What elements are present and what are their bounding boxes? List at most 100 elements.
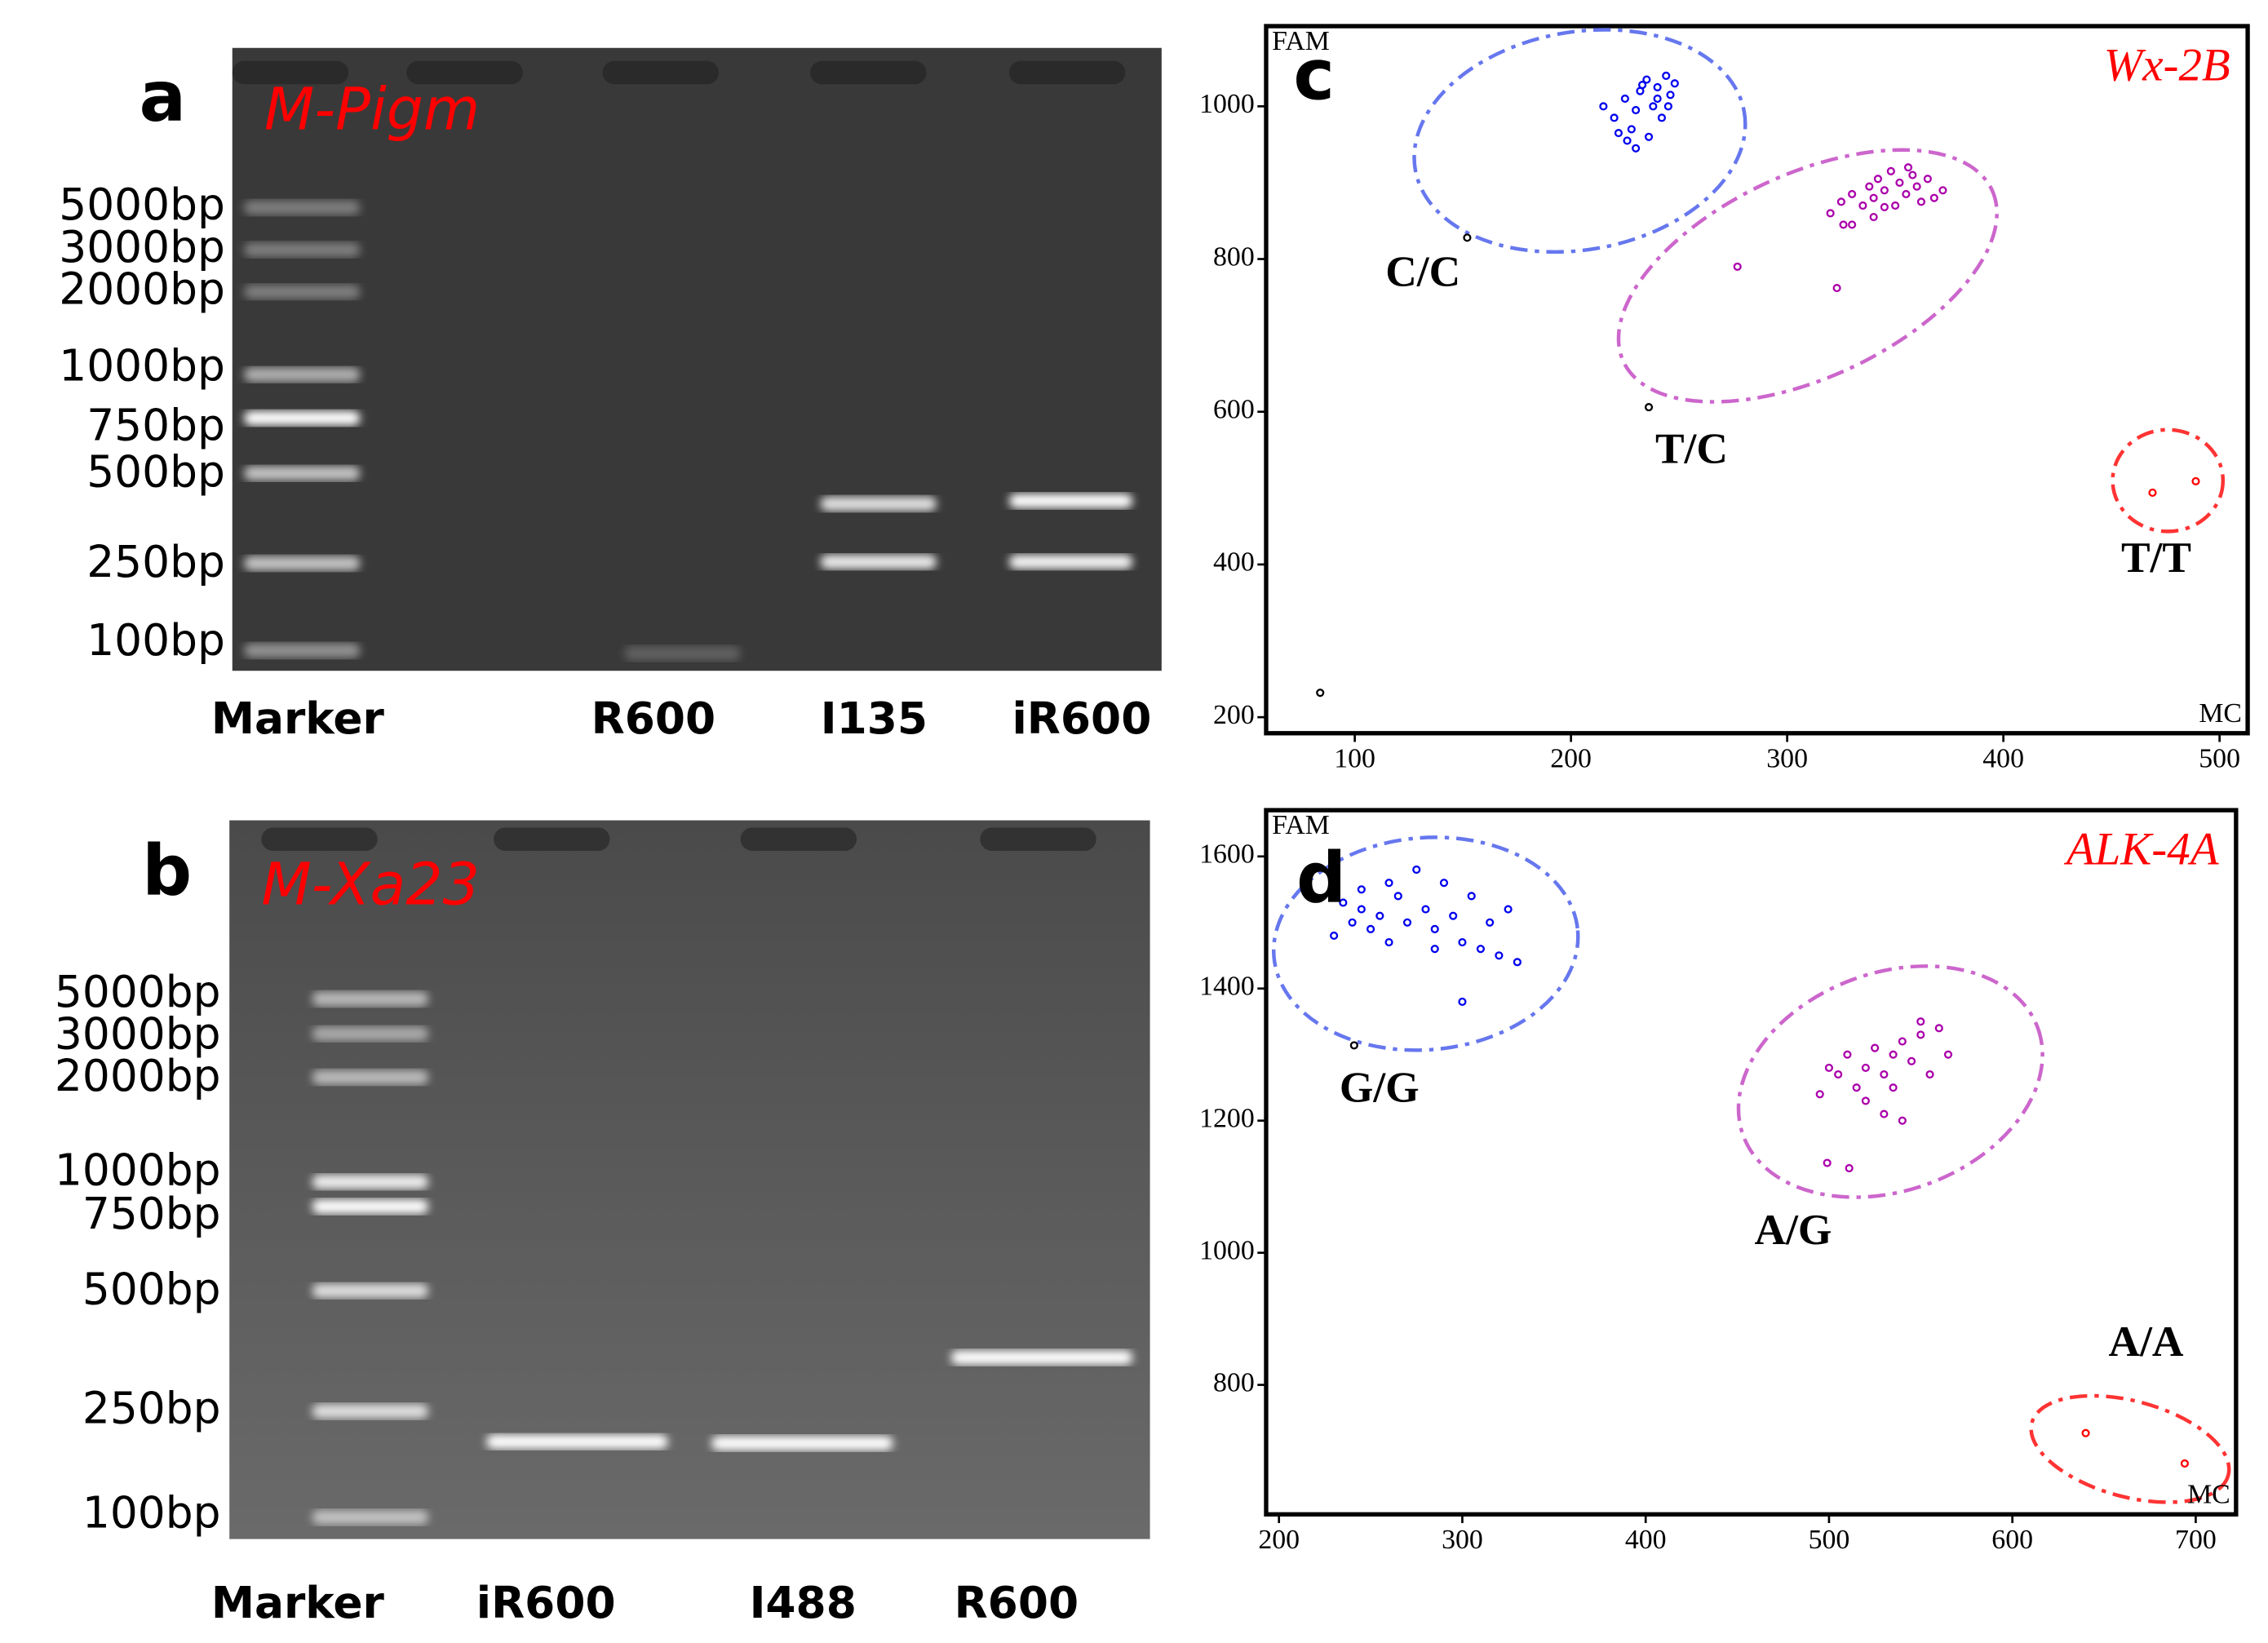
data-point [1865,182,1874,191]
data-point [1384,937,1393,947]
data-point [1467,892,1476,901]
ladder-label: 3000bp [55,1008,221,1059]
data-point [1366,924,1375,933]
data-point [1439,879,1449,888]
data-point [1495,951,1504,960]
data-point [1869,212,1878,222]
data-point [1923,175,1932,184]
data-point [1861,1096,1870,1105]
gel-well [740,827,857,851]
data-point [1458,997,1467,1007]
gel-well [261,827,378,851]
data-point [1912,182,1921,191]
data-point [1848,189,1857,199]
data-point [1610,113,1619,122]
data-point [1430,924,1439,933]
y-tick-label: 600 [1213,394,1255,424]
data-point [1824,1063,1833,1072]
cluster-ellipse [1272,835,1580,1052]
data-point [2191,476,2200,485]
gel-band [312,1283,429,1299]
cluster-ellipse [1616,148,1999,404]
gel-band [244,410,361,426]
data-point [1649,102,1658,111]
data-point [1421,905,1430,914]
y-tick-label: 1400 [1199,972,1255,1002]
data-point [1843,1050,1852,1059]
data-point [1943,1050,1953,1059]
gel-band [1008,554,1133,569]
data-point [1339,898,1348,907]
data-point [1599,102,1608,111]
gel-band [312,1404,429,1419]
data-point [1644,132,1654,141]
y-axis-label: FAM [1272,26,1330,56]
ladder-label: 250bp [82,1383,221,1434]
data-point [1349,1041,1358,1050]
x-tick-label: 200 [1550,743,1592,773]
y-tick-label: 1000 [1199,1235,1255,1265]
cluster-label: A/G [1755,1205,1832,1254]
gel-band [244,367,361,383]
gel-band [312,1070,429,1085]
data-point [1823,1158,1832,1167]
gel-well [494,827,610,851]
ladder-label: 3000bp [59,221,225,272]
cluster-label: A/A [2109,1317,2184,1366]
x-tick-label: 600 [1991,1525,2033,1555]
data-point [1908,170,1917,179]
data-point [1662,71,1671,80]
data-point [1458,937,1467,947]
ladder-label: 250bp [86,536,225,587]
gel-band [244,200,361,215]
y-tick-label: 400 [1213,547,1255,578]
gel-band [820,554,937,569]
gel-well [602,60,719,85]
data-point [1463,233,1472,242]
data-point [1357,905,1366,914]
data-point [1316,689,1325,698]
y-tick-label: 1000 [1199,89,1255,119]
data-point [1348,918,1357,927]
data-point [1880,1070,1889,1079]
data-point [1623,136,1632,145]
data-point [1852,1083,1861,1092]
data-point [1934,1024,1943,1033]
lane-label: R600 [591,693,716,744]
data-point [1898,1116,1907,1125]
data-point [1614,129,1623,138]
data-point [1873,175,1882,184]
data-point [1393,892,1402,901]
data-point [1898,1037,1907,1046]
panel-letter: a [140,57,187,138]
gel-well [1008,60,1126,85]
gel-band [312,1174,429,1189]
data-point [1412,865,1421,875]
cluster-label: T/T [2121,533,2191,582]
gel-band [711,1436,893,1450]
data-point [1834,1070,1843,1079]
chart-title: ALK-4A [2063,824,2219,875]
cluster-ellipse [2029,1393,2231,1504]
panel-letter: b [142,831,192,912]
y-axis-label: FAM [1272,810,1330,840]
data-point [1836,197,1845,206]
gel-band [486,1434,668,1450]
data-point [1670,79,1679,88]
data-point [1938,186,1947,195]
gel-band [244,284,361,299]
panel-letter: d [1296,839,1346,919]
ladder-label: 5000bp [59,179,225,230]
data-point [2180,1459,2189,1468]
y-tick-label: 800 [1213,1367,1255,1397]
data-point [1375,911,1384,920]
data-point [1653,94,1662,104]
data-point [1871,1043,1880,1052]
lane-label: Marker [211,1577,385,1628]
gel-well [406,60,523,85]
data-point [1902,189,1911,199]
ladder-label: 750bp [82,1188,221,1239]
x-tick-label: 400 [1982,743,2024,773]
data-point [1657,113,1666,122]
